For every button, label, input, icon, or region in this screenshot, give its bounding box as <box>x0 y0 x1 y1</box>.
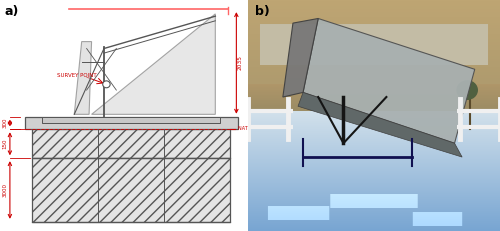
Polygon shape <box>74 42 92 114</box>
Text: 300: 300 <box>2 118 7 128</box>
Text: NATURAL SURFACE LEVEL: NATURAL SURFACE LEVEL <box>238 126 300 131</box>
Polygon shape <box>298 92 462 157</box>
Bar <box>42 117 220 123</box>
Polygon shape <box>92 14 216 114</box>
Bar <box>25 117 238 129</box>
Circle shape <box>102 81 110 88</box>
Bar <box>32 158 230 222</box>
Text: a): a) <box>5 5 20 18</box>
Text: b): b) <box>255 5 270 18</box>
Text: 2035: 2035 <box>238 55 242 70</box>
Text: 3000: 3000 <box>2 183 7 197</box>
Bar <box>32 129 230 158</box>
Text: SURVEY POINT: SURVEY POINT <box>57 73 96 78</box>
Polygon shape <box>303 18 475 143</box>
Text: 150: 150 <box>2 139 7 149</box>
Circle shape <box>457 81 477 99</box>
Polygon shape <box>283 18 318 97</box>
